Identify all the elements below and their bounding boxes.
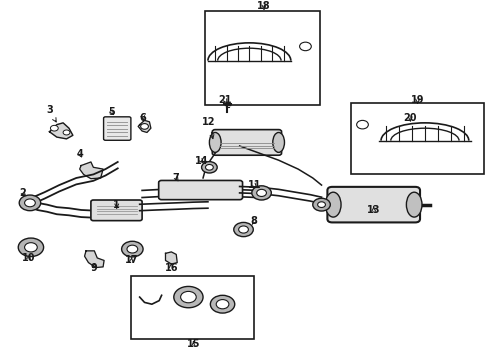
Text: 12: 12 <box>202 117 215 139</box>
FancyBboxPatch shape <box>91 200 142 221</box>
Text: 9: 9 <box>91 262 98 273</box>
Circle shape <box>205 165 213 170</box>
Text: 13: 13 <box>366 205 380 215</box>
Text: 7: 7 <box>172 173 179 183</box>
Circle shape <box>312 198 330 211</box>
Text: 1: 1 <box>113 200 120 210</box>
Circle shape <box>233 222 253 237</box>
Polygon shape <box>80 162 103 179</box>
Circle shape <box>122 241 143 257</box>
Text: 3: 3 <box>46 105 56 122</box>
Circle shape <box>299 42 311 51</box>
Circle shape <box>127 245 138 253</box>
Circle shape <box>210 295 234 313</box>
Circle shape <box>24 199 35 207</box>
Polygon shape <box>165 252 177 264</box>
Circle shape <box>141 123 148 129</box>
Text: 17: 17 <box>124 256 138 265</box>
Circle shape <box>63 130 70 135</box>
Bar <box>131 276 254 339</box>
Bar <box>205 11 320 105</box>
Circle shape <box>19 195 41 211</box>
Ellipse shape <box>209 132 221 152</box>
Circle shape <box>201 162 217 173</box>
Text: 21: 21 <box>218 95 231 105</box>
Ellipse shape <box>325 192 340 217</box>
Ellipse shape <box>272 132 284 152</box>
Circle shape <box>18 238 43 257</box>
Circle shape <box>251 186 271 200</box>
Polygon shape <box>49 123 73 139</box>
Text: 2: 2 <box>20 188 26 198</box>
Circle shape <box>216 300 228 309</box>
Text: 15: 15 <box>186 339 200 349</box>
Circle shape <box>317 202 325 207</box>
FancyBboxPatch shape <box>103 117 131 140</box>
Text: 18: 18 <box>257 1 270 11</box>
Text: 14: 14 <box>194 156 208 166</box>
FancyBboxPatch shape <box>327 187 419 222</box>
Polygon shape <box>84 251 104 267</box>
Circle shape <box>24 243 37 252</box>
Polygon shape <box>138 120 151 132</box>
Circle shape <box>173 287 203 308</box>
FancyBboxPatch shape <box>212 130 281 155</box>
Text: 4: 4 <box>76 149 83 159</box>
Circle shape <box>180 291 196 303</box>
Circle shape <box>356 120 367 129</box>
Bar <box>350 103 484 174</box>
Circle shape <box>256 189 266 197</box>
Text: 11: 11 <box>247 180 261 190</box>
Text: 10: 10 <box>22 253 36 263</box>
Circle shape <box>238 226 248 233</box>
Text: 19: 19 <box>410 95 424 105</box>
Circle shape <box>50 125 58 131</box>
Text: 6: 6 <box>140 113 146 122</box>
Text: 8: 8 <box>250 216 257 226</box>
Text: 5: 5 <box>108 107 115 117</box>
Text: 20: 20 <box>403 113 416 122</box>
Text: 16: 16 <box>164 262 178 273</box>
FancyBboxPatch shape <box>158 180 242 200</box>
Ellipse shape <box>406 192 421 217</box>
